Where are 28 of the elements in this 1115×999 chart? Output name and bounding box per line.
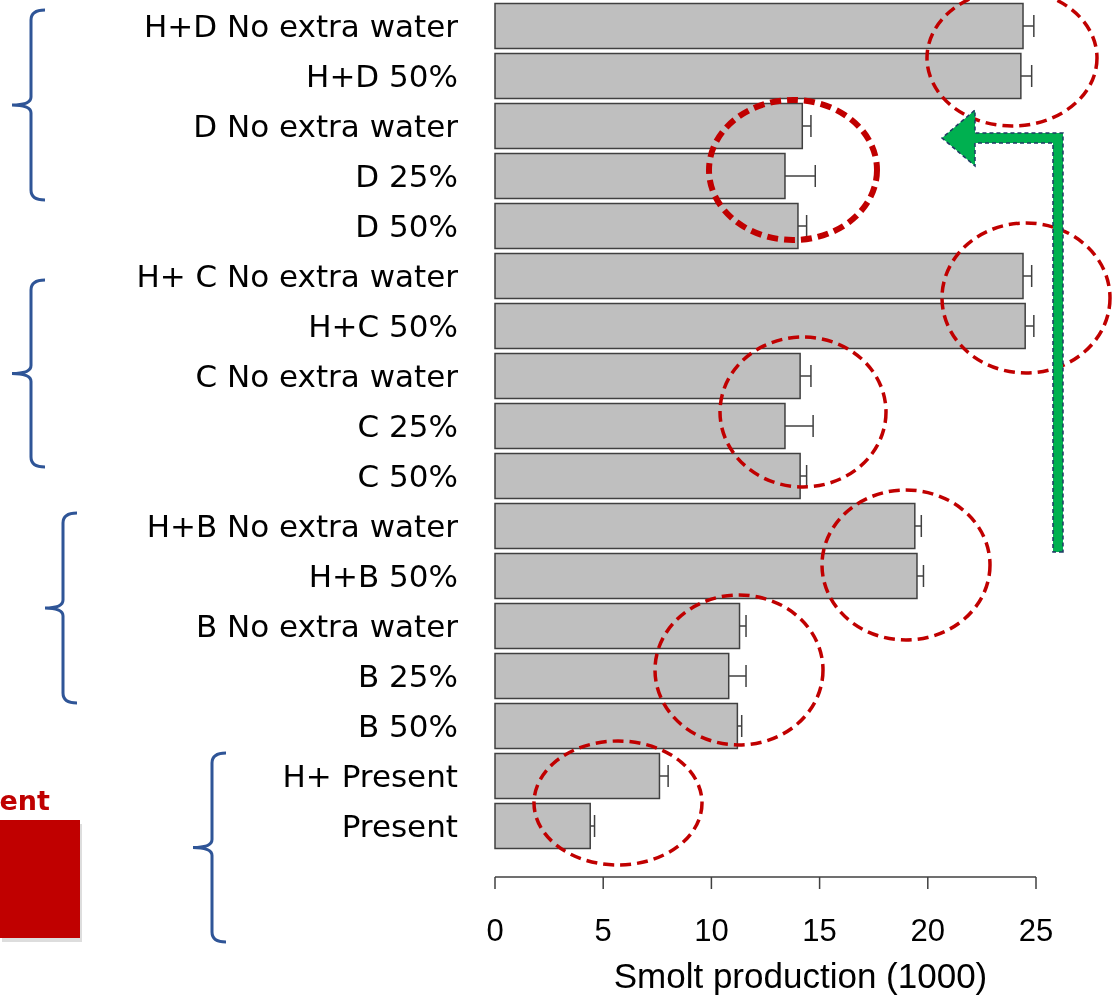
y-tick-label: H+C 50%: [308, 308, 458, 344]
y-tick-label: C No extra water: [195, 358, 459, 394]
y-tick-label: D No extra water: [193, 108, 459, 144]
y-tick-label: C 25%: [357, 408, 458, 444]
bar: [494, 602, 741, 650]
y-tick-label: B 25%: [357, 658, 458, 694]
x-tick-label: 20: [910, 913, 946, 948]
x-tick-label: 10: [694, 913, 729, 948]
y-tick-label: H+D No extra water: [144, 8, 459, 44]
text: ent: [0, 785, 51, 816]
y-tick-label: H+B 50%: [308, 558, 458, 594]
x-tick-label: 25: [1018, 913, 1054, 948]
y-tick-label: B 50%: [357, 708, 458, 744]
y-tick-label: H+ Present: [282, 758, 458, 794]
x-tick-label: 5: [594, 913, 612, 948]
x-tick-label: 0: [486, 913, 504, 948]
x-tick-label: 15: [802, 913, 837, 948]
bar: [494, 802, 591, 850]
bar: [494, 702, 739, 750]
y-tick-label: D 25%: [355, 158, 458, 194]
y-tick-label: H+D 50%: [306, 58, 458, 94]
y-tick-label: B No extra water: [195, 608, 459, 644]
y-tick-label: H+B No extra water: [146, 508, 459, 544]
y-tick-label: Present: [341, 808, 458, 844]
y-tick-label: H+ C No extra water: [136, 258, 459, 294]
y-tick-label: C 50%: [357, 458, 458, 494]
x-axis-title: Smolt production (1000): [613, 956, 988, 995]
y-tick-label: D 50%: [355, 208, 458, 244]
